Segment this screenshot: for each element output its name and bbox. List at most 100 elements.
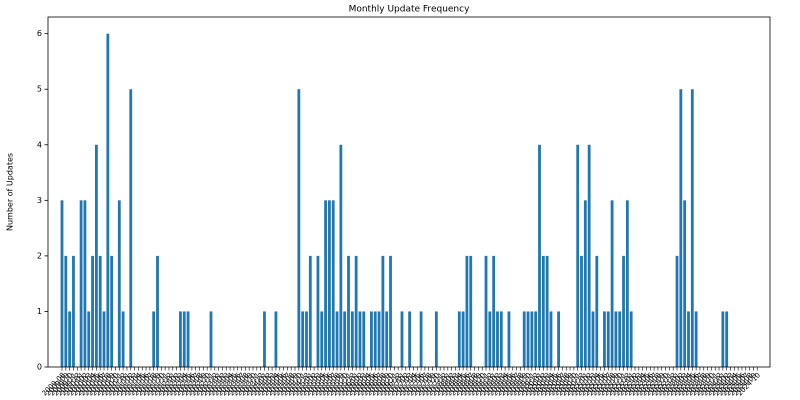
bar <box>94 144 98 367</box>
bar <box>182 311 186 367</box>
plot-frame <box>47 16 771 368</box>
bar <box>156 255 159 367</box>
bar <box>603 311 606 367</box>
bar <box>496 311 499 367</box>
bar <box>343 311 347 367</box>
bar <box>679 89 683 367</box>
bar <box>687 311 690 367</box>
bar <box>629 311 633 367</box>
bar <box>549 311 553 367</box>
bar <box>331 200 335 367</box>
bar <box>557 311 560 367</box>
y-tick-label: 1 <box>37 307 42 316</box>
bar <box>98 255 102 367</box>
bar <box>545 255 549 367</box>
bar <box>320 311 324 367</box>
bar <box>461 311 465 367</box>
bar <box>725 311 729 367</box>
bar <box>373 311 377 367</box>
bar <box>522 311 526 367</box>
bar <box>499 311 503 367</box>
bar <box>381 255 385 367</box>
bar <box>370 311 373 367</box>
bar <box>484 255 488 367</box>
bar <box>534 311 538 367</box>
bar <box>308 255 312 367</box>
bar <box>324 200 327 367</box>
y-tick-label: 5 <box>37 85 42 94</box>
bar <box>614 311 618 367</box>
bar <box>587 144 591 367</box>
y-tick-label: 0 <box>37 363 42 372</box>
bar <box>186 311 190 367</box>
bar <box>683 200 687 367</box>
bar <box>87 311 91 367</box>
bar <box>121 311 125 367</box>
bar <box>507 311 511 367</box>
bar <box>102 311 106 367</box>
bar <box>347 255 350 367</box>
y-tick-label: 3 <box>37 196 42 205</box>
bar <box>625 200 629 367</box>
bar <box>377 311 381 367</box>
bar <box>179 311 182 367</box>
bar <box>530 311 534 367</box>
bar <box>274 311 278 367</box>
bar <box>117 200 121 367</box>
bar <box>434 311 438 367</box>
bar <box>580 255 583 367</box>
bar <box>79 200 83 367</box>
bar <box>488 311 492 367</box>
bar <box>526 311 530 367</box>
bar <box>694 311 698 367</box>
bar <box>408 311 412 367</box>
bar <box>538 144 541 367</box>
bar <box>591 311 595 367</box>
bar <box>106 33 110 368</box>
bar <box>129 89 133 367</box>
bar <box>354 255 358 367</box>
bar <box>465 255 469 367</box>
bar <box>362 311 366 367</box>
bar <box>358 311 362 367</box>
bar <box>72 255 75 367</box>
bar <box>209 311 213 367</box>
bar <box>91 255 94 367</box>
bar <box>541 255 545 367</box>
bar <box>350 311 354 367</box>
bar <box>583 200 587 367</box>
y-tick-label: 6 <box>37 29 42 38</box>
bar <box>618 311 622 367</box>
y-tick-label: 2 <box>37 251 42 260</box>
bar <box>385 311 389 367</box>
bar <box>297 89 301 367</box>
bar <box>675 255 679 367</box>
bar <box>400 311 404 367</box>
bar <box>457 311 461 367</box>
bar <box>328 200 331 367</box>
bar <box>110 255 114 367</box>
bar <box>492 255 496 367</box>
bar <box>469 255 473 367</box>
bar <box>576 144 580 367</box>
bar <box>622 255 625 367</box>
bar <box>83 200 87 367</box>
y-axis-label: Number of Updates <box>6 153 15 231</box>
bar <box>595 255 599 367</box>
bar <box>419 311 423 367</box>
bar <box>335 311 339 367</box>
bar <box>263 311 266 367</box>
bar <box>339 144 343 367</box>
bar <box>301 311 305 367</box>
bar <box>64 255 68 367</box>
bar <box>690 89 694 367</box>
y-tick-label: 4 <box>37 140 42 149</box>
chart-title: Monthly Update Frequency <box>349 5 471 15</box>
bar <box>721 311 725 367</box>
bar <box>68 311 72 367</box>
bar <box>606 311 610 367</box>
bar <box>610 200 614 367</box>
bar <box>305 311 308 367</box>
